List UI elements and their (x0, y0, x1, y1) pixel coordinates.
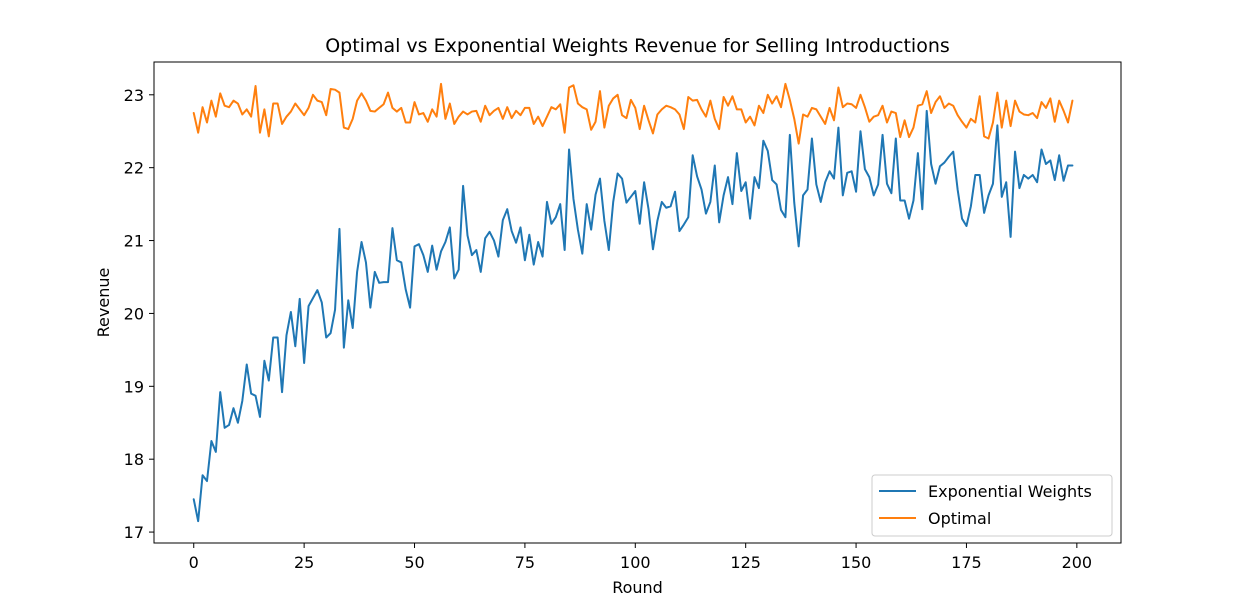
y-tick-label: 21 (124, 232, 144, 251)
x-tick-label: 100 (620, 553, 651, 572)
legend-label-0: Exponential Weights (928, 482, 1092, 501)
y-tick-label: 18 (124, 450, 144, 469)
y-tick-label: 17 (124, 523, 144, 542)
series-line-1 (192, 82, 1074, 145)
plot-frame (153, 61, 1122, 544)
x-axis: 0 25 50 75 100 125 150 175 200 (189, 543, 1092, 572)
legend: Exponential Weights Optimal (871, 474, 1113, 537)
series-line-0 (192, 109, 1074, 523)
x-tick-label: 75 (515, 553, 535, 572)
y-tick-label: 19 (124, 377, 144, 396)
y-tick-label: 22 (124, 159, 144, 178)
plot-area (192, 82, 1074, 523)
x-tick-label: 150 (841, 553, 872, 572)
y-tick-label: 20 (124, 304, 144, 323)
y-tick-label: 23 (124, 86, 144, 105)
x-tick-label: 0 (189, 553, 199, 572)
x-tick-label: 50 (404, 553, 424, 572)
legend-box (871, 474, 1113, 537)
x-tick-label: 25 (294, 553, 314, 572)
y-axis: 17 18 19 20 21 22 23 (124, 86, 154, 542)
x-tick-label: 200 (1062, 553, 1093, 572)
legend-label-1: Optimal (928, 509, 991, 528)
chart-title: Optimal vs Exponential Weights Revenue f… (325, 35, 950, 57)
x-tick-label: 125 (730, 553, 761, 572)
x-axis-label: Round (612, 578, 663, 597)
y-axis-label: Revenue (94, 268, 113, 338)
x-tick-label: 175 (951, 553, 982, 572)
